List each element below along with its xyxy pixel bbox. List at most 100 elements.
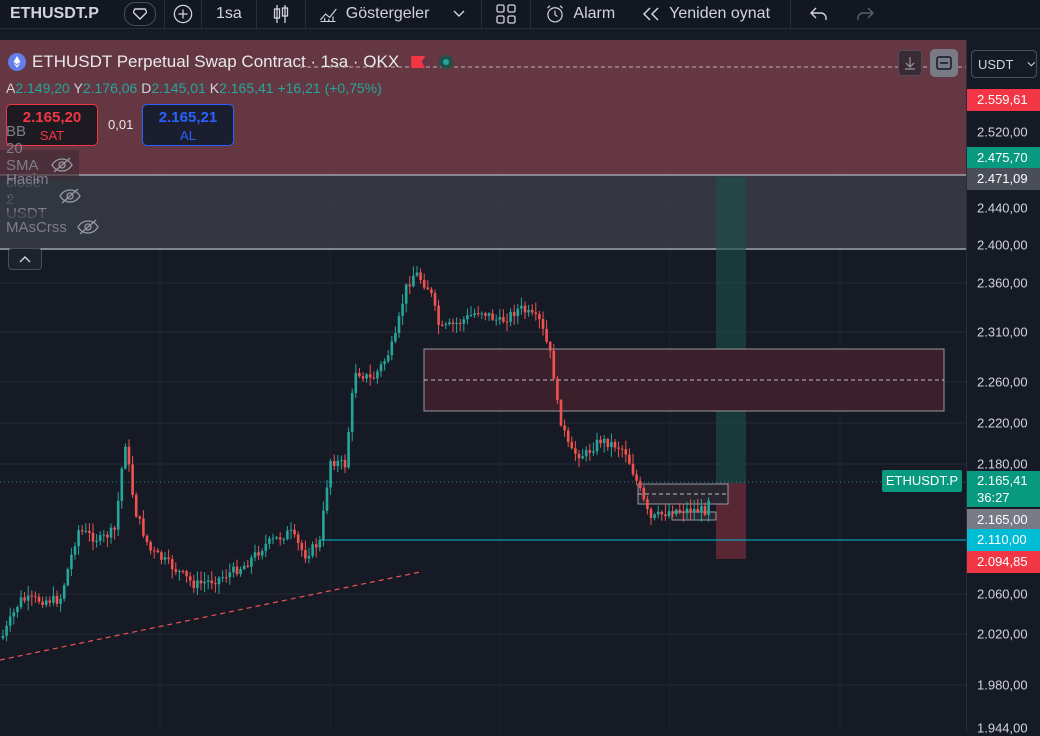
candle-body xyxy=(700,505,703,513)
tag-value: 2.165,00 xyxy=(977,512,1028,527)
indicators-button[interactable]: Göstergeler xyxy=(306,0,438,28)
currency-selector[interactable]: USDT xyxy=(971,50,1037,78)
alarm-button[interactable]: Alarm xyxy=(531,0,623,28)
replay-button[interactable]: Yeniden oynat xyxy=(623,0,778,28)
candle-body xyxy=(174,569,178,572)
candle-body xyxy=(156,550,160,553)
candle-body xyxy=(588,450,592,453)
candle-body xyxy=(599,439,602,444)
candle-body xyxy=(120,468,124,501)
candle-body xyxy=(340,460,343,462)
long-position-target[interactable] xyxy=(716,177,746,483)
candle-body xyxy=(268,538,271,544)
sell-button[interactable]: 2.165,20 SAT xyxy=(6,104,98,146)
buy-label: AL xyxy=(180,128,196,143)
candle-body xyxy=(689,508,692,513)
candle-body xyxy=(484,313,487,316)
indicator-mas-crss[interactable]: MAsCrss xyxy=(0,212,105,242)
price-tick: 2.060,00 xyxy=(977,586,1028,602)
eye-hidden-icon[interactable] xyxy=(51,157,73,173)
templates-dropdown[interactable] xyxy=(437,0,481,28)
candle-body xyxy=(152,550,156,552)
candle-body xyxy=(185,571,188,577)
candle-body xyxy=(426,287,430,290)
candle-body xyxy=(692,508,696,513)
symbol-search-button[interactable]: ETHUSDT.P xyxy=(0,0,116,28)
open-label: A xyxy=(6,80,16,96)
eye-hidden-icon[interactable] xyxy=(77,219,99,235)
currency-label: USDT xyxy=(978,56,1014,72)
indicator-bollinger[interactable]: BB 20 SMA close 2 xyxy=(0,123,80,208)
last-price-value: 2.165,41 xyxy=(977,473,1028,488)
close-label: K xyxy=(209,80,220,96)
candle-body xyxy=(520,305,523,309)
candle-body xyxy=(203,581,206,584)
candle-body xyxy=(498,317,502,320)
interval-button[interactable]: 1sa xyxy=(202,0,256,28)
indicator-volume[interactable]: Hacim · USDT xyxy=(0,171,87,222)
price-axis[interactable]: USDT 2.520,00 2.440,00 2.400,00 2.360,00… xyxy=(966,40,1040,736)
change-value: +16,21 (+0,75%) xyxy=(277,80,382,96)
candle-body xyxy=(88,530,91,533)
undo-button[interactable] xyxy=(791,0,847,28)
layout-button[interactable] xyxy=(482,0,530,28)
low-label: D xyxy=(141,80,152,96)
redo-icon xyxy=(855,4,875,24)
candle-body xyxy=(570,441,574,449)
toolbar-divider xyxy=(255,0,257,28)
candle-body xyxy=(325,487,329,511)
candle-body xyxy=(606,438,610,448)
candle-body xyxy=(91,532,95,542)
price-tick: 2.260,00 xyxy=(977,374,1028,390)
candle-body xyxy=(365,374,368,379)
candle-body xyxy=(581,456,584,459)
candle-body xyxy=(653,514,656,518)
zone-band[interactable] xyxy=(0,175,966,250)
candle-body xyxy=(430,289,433,294)
candle-body xyxy=(685,508,689,513)
redo-button[interactable] xyxy=(847,0,883,28)
compare-button[interactable] xyxy=(165,0,201,28)
legend-title-row[interactable]: ETHUSDT Perpetual Swap Contract · 1sa · … xyxy=(8,52,454,72)
candle-body xyxy=(322,510,325,540)
candle-body xyxy=(73,546,77,555)
candle-body xyxy=(628,454,631,464)
candle-body xyxy=(545,328,548,342)
grid-icon xyxy=(496,4,517,24)
candle-body xyxy=(52,595,55,603)
candle-body xyxy=(214,583,217,585)
candle-body xyxy=(462,319,466,324)
candle-body xyxy=(138,516,142,519)
candle-body xyxy=(30,595,34,597)
symbol-price-tag: ETHUSDT.P xyxy=(882,470,962,492)
candle-body xyxy=(196,580,199,589)
candle-body xyxy=(37,596,41,602)
scroll-down-button[interactable] xyxy=(898,50,922,76)
buy-button[interactable]: 2.165,21 AL xyxy=(142,104,234,146)
candle-body xyxy=(491,313,494,320)
candle-body xyxy=(84,530,88,532)
sell-price: 2.165,20 xyxy=(22,109,82,126)
candle-body xyxy=(289,529,293,531)
watchlist-button[interactable] xyxy=(116,0,164,28)
undo-icon xyxy=(809,4,829,24)
candle-body xyxy=(77,530,80,547)
chart-type-button[interactable] xyxy=(257,0,305,28)
candle-body xyxy=(516,308,520,317)
candle-body xyxy=(62,585,66,599)
candle-body xyxy=(538,314,541,320)
candle-body xyxy=(304,550,307,559)
candles-icon xyxy=(271,4,291,24)
candle-body xyxy=(44,600,48,605)
candle-body xyxy=(440,324,444,326)
collapse-legend-button[interactable] xyxy=(8,248,42,270)
candle-body xyxy=(181,571,185,573)
candle-body xyxy=(1,635,5,638)
maximize-button[interactable] xyxy=(930,49,958,77)
high-value: 2.176,06 xyxy=(82,80,138,96)
candle-body xyxy=(217,577,221,585)
maximize-icon xyxy=(936,56,952,70)
replay-label: Yeniden oynat xyxy=(669,5,771,22)
eye-hidden-icon[interactable] xyxy=(58,188,81,204)
candle-body xyxy=(354,373,358,394)
